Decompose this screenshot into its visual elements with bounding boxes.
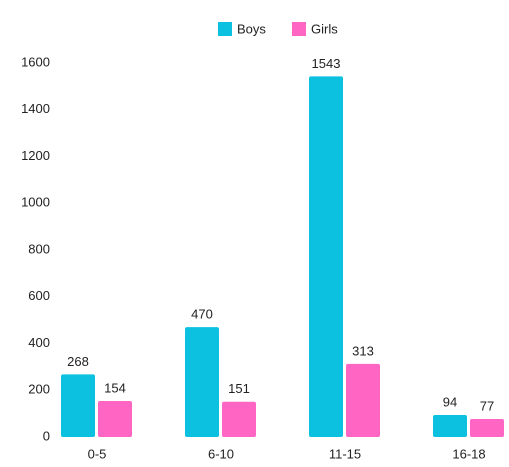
bar — [61, 374, 95, 437]
data-label: 268 — [67, 354, 89, 369]
bar — [222, 401, 256, 437]
y-tick-label: 800 — [28, 241, 50, 256]
bar — [309, 76, 343, 437]
x-tick-label: 16-18 — [452, 446, 485, 461]
y-tick-label: 400 — [28, 335, 50, 350]
legend-label: Girls — [311, 21, 338, 36]
bar — [433, 415, 467, 437]
y-tick-label: 1600 — [21, 54, 50, 69]
data-label: 470 — [191, 307, 213, 322]
bar — [470, 419, 504, 437]
y-tick-label: 0 — [43, 428, 50, 443]
y-tick-label: 600 — [28, 288, 50, 303]
x-tick-label: 11-15 — [329, 446, 361, 461]
x-tick-label: 0-5 — [88, 446, 107, 461]
y-tick-label: 1000 — [21, 195, 50, 210]
x-tick-label: 6-10 — [208, 446, 234, 461]
bar — [346, 363, 380, 437]
bar — [185, 327, 219, 437]
legend-swatch — [292, 22, 306, 36]
bar — [98, 401, 132, 437]
y-tick-label: 1200 — [21, 148, 50, 163]
data-label: 151 — [228, 381, 250, 396]
data-label: 77 — [480, 398, 494, 413]
data-label: 154 — [104, 380, 126, 395]
y-tick-label: 1400 — [21, 101, 50, 116]
data-label: 1543 — [312, 56, 341, 71]
y-tick-label: 200 — [28, 382, 50, 397]
data-label: 313 — [352, 343, 374, 358]
legend-label: Boys — [237, 21, 266, 36]
legend-swatch — [218, 22, 232, 36]
data-label: 94 — [443, 394, 457, 409]
